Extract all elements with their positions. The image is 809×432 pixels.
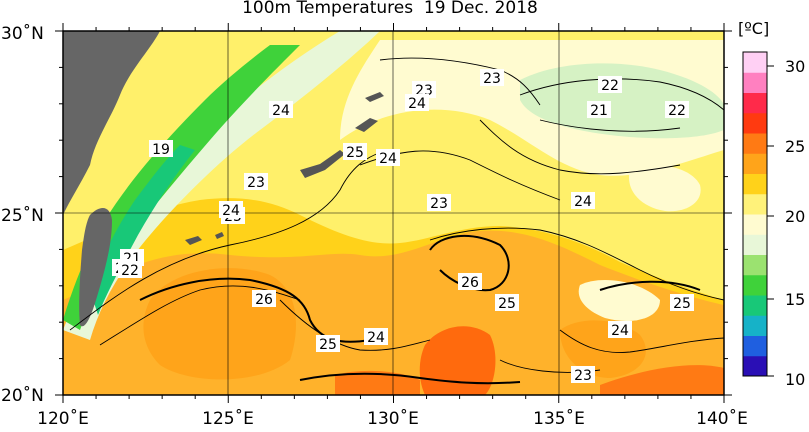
svg-text:24: 24 — [379, 151, 397, 167]
contour-label: 24 — [608, 321, 632, 339]
svg-text:19: 19 — [152, 142, 170, 158]
lat-tick-label: 25˚N — [1, 205, 44, 226]
contour-label: 23 — [244, 173, 268, 191]
colorbar-band — [743, 153, 767, 174]
svg-text:26: 26 — [255, 292, 273, 308]
land-mainland — [63, 31, 160, 215]
contour-label: 25 — [670, 294, 694, 312]
contour-label: 23 — [571, 366, 595, 384]
contour-label: 23 — [427, 194, 451, 212]
colorbar-band — [743, 72, 767, 93]
colorbar-tick-label: 30 — [785, 57, 805, 76]
lon-tick-label: 130˚E — [367, 408, 419, 429]
colorbar-unit: [ºC] — [738, 19, 770, 38]
svg-text:25: 25 — [673, 296, 691, 312]
pale-patch-east — [629, 165, 701, 212]
colorbar-frame — [742, 51, 768, 377]
colorbar-tick-label: 10 — [785, 370, 805, 389]
colorbar-band — [743, 92, 767, 114]
colorbar-tick-label: 20 — [785, 207, 805, 226]
lon-tick-label: 125˚E — [202, 408, 254, 429]
colorbar-band — [743, 112, 767, 134]
contour-label: 25 — [316, 335, 340, 353]
contour-label: 26 — [458, 273, 482, 291]
lat-tick-label: 30˚N — [1, 23, 44, 44]
contour-label: 24 — [571, 192, 595, 210]
svg-text:24: 24 — [611, 323, 629, 339]
colorbar-tick-label: 25 — [785, 137, 805, 156]
contour-label: 24 — [376, 149, 400, 167]
contour-label: 25 — [343, 143, 367, 161]
svg-text:24: 24 — [272, 103, 290, 119]
svg-text:22: 22 — [601, 78, 619, 94]
svg-text:24: 24 — [222, 203, 240, 219]
svg-text:25: 25 — [346, 145, 364, 161]
colorbar-tick-marks — [767, 65, 774, 377]
lon-tick-label: 140˚E — [696, 408, 748, 429]
lat-tick-label: 20˚N — [1, 385, 44, 406]
svg-text:23: 23 — [430, 196, 448, 212]
svg-text:24: 24 — [574, 194, 592, 210]
svg-text:23: 23 — [483, 71, 501, 87]
pale-patch-southeast — [578, 280, 660, 321]
colorbar-band — [743, 274, 767, 296]
contour-label: 24 — [364, 328, 388, 346]
contour-label: 22 — [118, 261, 142, 279]
svg-text:22: 22 — [668, 103, 686, 119]
colorbar-band — [743, 193, 767, 215]
svg-text:25: 25 — [319, 337, 337, 353]
lon-tick-label: 135˚E — [533, 408, 585, 429]
lat-axis: 30˚N 25˚N 20˚N — [1, 23, 44, 406]
colorbar-band — [743, 214, 767, 235]
warm-core-southeast — [600, 365, 724, 395]
colorbar-band — [743, 295, 767, 316]
svg-text:26: 26 — [461, 275, 479, 291]
contour-label: 24 — [405, 94, 429, 112]
graticule — [63, 31, 724, 395]
contour-label: 23 — [480, 69, 504, 87]
colorbar-band — [743, 254, 767, 276]
svg-text:24: 24 — [367, 330, 385, 346]
orange-patch-west — [143, 268, 296, 380]
svg-text:21: 21 — [590, 103, 608, 119]
colorbar-band — [743, 173, 767, 195]
contour-label: 21 — [587, 101, 611, 119]
svg-text:25: 25 — [498, 296, 516, 312]
contour-label: 22 — [665, 101, 689, 119]
svg-text:22: 22 — [121, 263, 139, 279]
land-taiwan — [79, 208, 112, 327]
coastal-cool-band — [63, 31, 380, 340]
colorbar: 30 25 20 15 10 — [742, 51, 805, 389]
colorbar-tick-label: 15 — [785, 290, 805, 309]
svg-text:23: 23 — [574, 368, 592, 384]
contour-label: 19 — [149, 140, 173, 158]
lon-tick-label: 120˚E — [37, 408, 89, 429]
contour-labels: 23 23 24 22 21 22 24 19 25 24 23 24 25 2… — [112, 69, 694, 384]
colorbar-band — [743, 335, 767, 357]
colorbar-band — [743, 315, 767, 336]
contour-label: 24 — [269, 101, 293, 119]
svg-text:24: 24 — [408, 96, 426, 112]
warm-core-southwest — [335, 370, 420, 395]
colorbar-band — [743, 234, 767, 255]
lon-axis: 120˚E 125˚E 130˚E 135˚E 140˚E — [37, 408, 748, 429]
contour-label: 22 — [598, 76, 622, 94]
contour-lines — [69, 57, 724, 373]
contour-label: 25 — [495, 294, 519, 312]
map-title: 100m Temperatures 19 Dec. 2018 — [242, 0, 538, 18]
colorbar-band — [743, 52, 767, 73]
contour-label: 26 — [252, 290, 276, 308]
axis-minor-ticks — [55, 23, 732, 403]
colorbar-band — [743, 355, 767, 377]
warm-core-south — [419, 326, 496, 395]
colorbar-gradient — [743, 52, 767, 377]
contour-label: 24 — [219, 201, 243, 219]
colorbar-band — [743, 133, 767, 154]
svg-text:23: 23 — [247, 175, 265, 191]
